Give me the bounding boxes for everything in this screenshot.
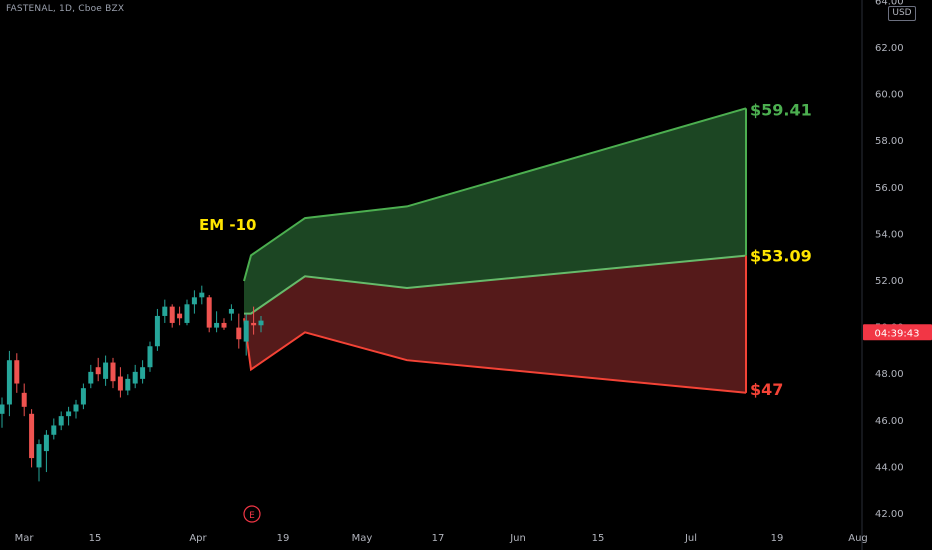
y-tick-label: 56.00: [875, 183, 904, 194]
candle-body: [214, 322, 220, 328]
lower-band-line: [243, 318, 747, 394]
candle-body: [95, 367, 101, 375]
candle-body: [221, 322, 227, 328]
candle-body: [21, 392, 27, 407]
candle-body: [103, 362, 109, 379]
y-tick-label: 44.00: [875, 462, 904, 473]
earnings-icon: [243, 505, 261, 523]
countdown-badge: [863, 324, 932, 341]
lower-band-fill: [244, 255, 746, 393]
candle-body: [177, 313, 183, 319]
candle-body: [88, 371, 94, 384]
candle-body: [6, 360, 12, 405]
candle-body: [125, 378, 131, 391]
x-tick-label: Mar: [15, 533, 35, 544]
lower-target-label: $47: [750, 380, 783, 399]
candle-body: [191, 297, 197, 305]
x-tick-label: Jun: [509, 533, 526, 544]
mid-band-line: [244, 254, 747, 315]
countdown-text: 04:39:43: [875, 328, 920, 339]
candle-body: [199, 292, 205, 298]
y-tick-label: 46.00: [875, 416, 904, 427]
candle-body: [147, 346, 153, 368]
candle-body: [132, 371, 138, 384]
x-tick-label: Apr: [189, 533, 207, 544]
em-label: EM -10: [199, 216, 257, 234]
upper-band-line: [243, 107, 747, 282]
candle-body: [140, 367, 146, 379]
candle-body: [169, 306, 175, 323]
candle-body: [51, 425, 57, 435]
candle-body: [0, 404, 5, 414]
candle-body: [110, 362, 116, 382]
upper-band-fill: [244, 108, 746, 314]
x-tick-label: Aug: [848, 533, 868, 544]
candle-body: [228, 308, 234, 314]
candle-body: [206, 297, 212, 328]
candle-body: [251, 322, 257, 326]
x-tick-label: 19: [277, 533, 290, 544]
x-tick-label: Jul: [684, 533, 697, 544]
mid-target-label: $53.09: [750, 247, 812, 266]
upper-target-label: $59.41: [750, 100, 812, 119]
earnings-letter: E: [249, 511, 255, 521]
y-tick-label: 48.00: [875, 369, 904, 380]
x-tick-label: 15: [592, 533, 605, 544]
x-tick-label: May: [352, 533, 373, 544]
x-tick-label: 15: [89, 533, 102, 544]
candle-body: [29, 413, 35, 459]
y-tick-label: 52.00: [875, 276, 904, 287]
y-tick-label: 58.00: [875, 136, 904, 147]
currency-badge[interactable]: USD: [888, 6, 916, 21]
candle-body: [80, 388, 86, 405]
candle-body: [58, 416, 64, 426]
y-tick-label: 62.00: [875, 43, 904, 54]
candle-body: [43, 434, 49, 452]
x-tick-label: 19: [771, 533, 784, 544]
candle-body: [73, 404, 79, 412]
candle-body: [243, 320, 249, 342]
candle-body: [117, 376, 123, 391]
symbol-title: FASTENAL, 1D, Cboe BZX: [6, 4, 125, 14]
candle-body: [184, 304, 190, 323]
candle-body: [66, 411, 72, 417]
y-tick-label: 54.00: [875, 229, 904, 240]
y-tick-label: 42.00: [875, 509, 904, 520]
x-tick-label: 17: [432, 533, 445, 544]
y-tick-label: 60.00: [875, 90, 904, 101]
candle-body: [154, 315, 160, 347]
candle-body: [236, 327, 242, 340]
candle-body: [258, 320, 264, 326]
candle-body: [36, 444, 42, 468]
candle-body: [14, 360, 20, 384]
y-tick-label: 64.00: [875, 0, 904, 7]
candle-body: [162, 306, 168, 316]
